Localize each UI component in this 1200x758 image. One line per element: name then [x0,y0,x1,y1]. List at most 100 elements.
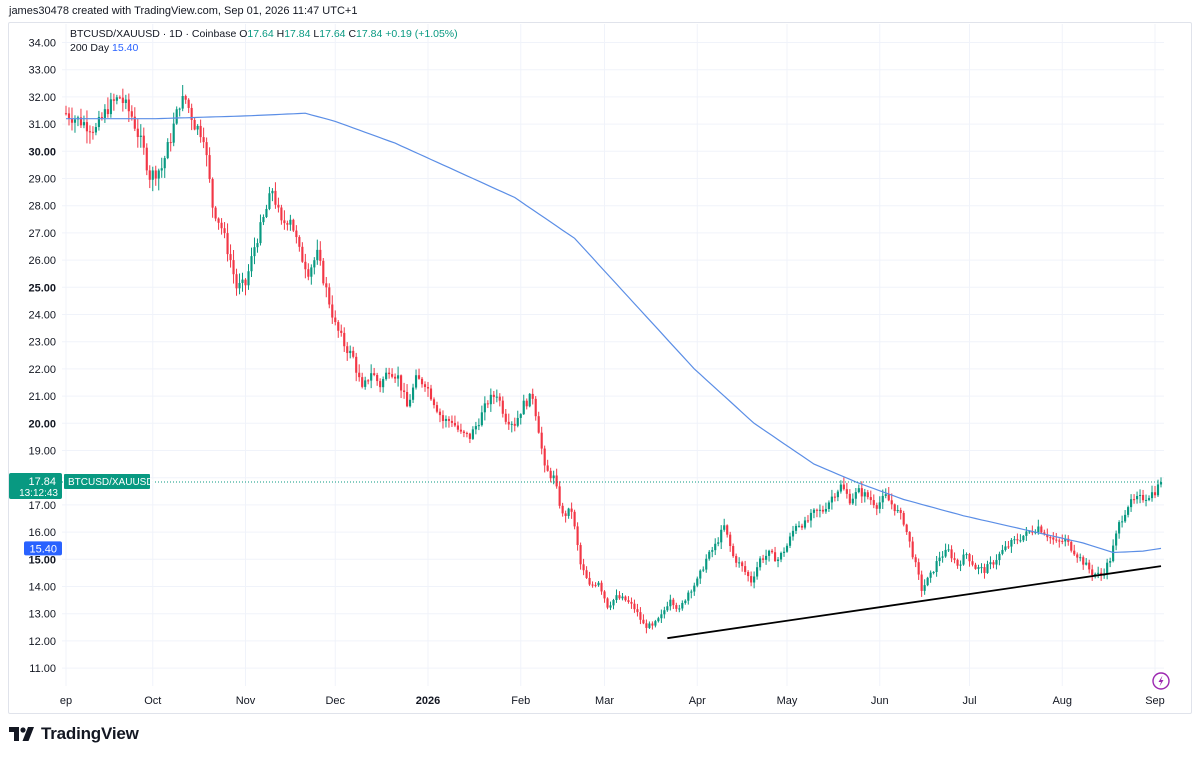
candle[interactable] [205,137,208,167]
candle[interactable] [998,551,1001,566]
candle[interactable] [776,557,780,568]
candle[interactable] [612,598,615,610]
candle[interactable] [531,388,534,405]
candle[interactable] [423,381,427,392]
candle[interactable] [920,570,923,597]
tradingview-logo[interactable]: TradingView [9,724,139,744]
candle[interactable] [361,372,364,389]
candle[interactable] [645,619,648,634]
candle[interactable] [896,505,899,514]
candle[interactable] [729,531,732,552]
candle[interactable] [190,103,193,131]
candle[interactable] [181,84,184,112]
candle[interactable] [968,552,971,567]
candle[interactable] [453,415,457,428]
candle[interactable] [678,604,681,613]
candle[interactable] [735,553,738,568]
candle[interactable] [444,415,448,428]
candle[interactable] [259,214,262,246]
candle[interactable] [549,467,552,483]
candle[interactable] [555,468,558,489]
candle[interactable] [1025,527,1028,541]
candle[interactable] [627,596,630,604]
candle[interactable] [391,368,394,379]
candle[interactable] [241,272,244,292]
candle[interactable] [753,571,756,589]
candle[interactable] [803,516,807,530]
candle[interactable] [618,591,621,600]
candle[interactable] [540,426,543,455]
candle[interactable] [121,88,124,112]
candle[interactable] [821,505,825,514]
candle[interactable] [97,110,100,131]
candle[interactable] [477,418,480,431]
candle[interactable] [337,320,340,338]
candle[interactable] [986,560,989,574]
candle[interactable] [370,364,373,389]
candle[interactable] [663,606,666,619]
candle[interactable] [277,197,280,213]
candle[interactable] [471,426,474,440]
candle[interactable] [800,523,804,531]
candle[interactable] [932,571,935,575]
candle[interactable] [741,560,744,572]
candle[interactable] [818,504,822,518]
candle[interactable] [791,525,795,541]
candle[interactable] [166,138,169,160]
candle[interactable] [684,599,687,605]
candle[interactable] [672,597,675,610]
candle[interactable] [522,394,525,416]
candle[interactable] [148,165,151,189]
candle[interactable] [504,408,507,425]
candle[interactable] [507,413,510,430]
candle[interactable] [720,525,723,550]
candle[interactable] [1031,525,1034,536]
candle[interactable] [708,549,711,561]
candle[interactable] [525,398,528,410]
candle[interactable] [328,283,331,309]
candle[interactable] [163,155,166,178]
candle[interactable] [597,581,600,587]
candle[interactable] [860,481,863,503]
candle[interactable] [842,477,845,491]
candle[interactable] [1085,558,1088,566]
candle[interactable] [67,107,71,126]
candle[interactable] [355,352,358,382]
candle[interactable] [872,494,875,509]
candle[interactable] [331,295,334,324]
candle[interactable] [280,204,283,225]
candle[interactable] [1130,494,1133,512]
candle[interactable] [690,589,693,599]
candle[interactable] [582,558,585,576]
candle[interactable] [435,401,439,414]
candle[interactable] [136,119,139,148]
candle[interactable] [271,188,274,202]
candle[interactable] [226,223,229,262]
candle[interactable] [660,609,663,623]
candle[interactable] [211,177,214,218]
candle[interactable] [1150,485,1154,502]
candle[interactable] [91,126,95,140]
candle[interactable] [989,556,992,570]
candle[interactable] [94,122,97,136]
candle[interactable] [1064,534,1067,547]
candle[interactable] [1156,479,1160,497]
candle[interactable] [232,249,235,284]
candle[interactable] [657,616,660,623]
candle[interactable] [322,258,325,286]
candle[interactable] [106,97,109,118]
candle[interactable] [193,117,196,131]
candle[interactable] [962,549,965,566]
candle[interactable] [513,417,516,432]
candle[interactable] [1118,520,1121,539]
candle[interactable] [1049,535,1052,544]
candle[interactable] [247,264,250,290]
candle[interactable] [911,536,914,560]
candle[interactable] [543,445,546,473]
candle[interactable] [965,552,968,559]
candle[interactable] [770,548,774,554]
candle[interactable] [779,551,783,563]
candle[interactable] [256,238,259,253]
candle[interactable] [154,165,157,186]
candle[interactable] [169,133,172,152]
